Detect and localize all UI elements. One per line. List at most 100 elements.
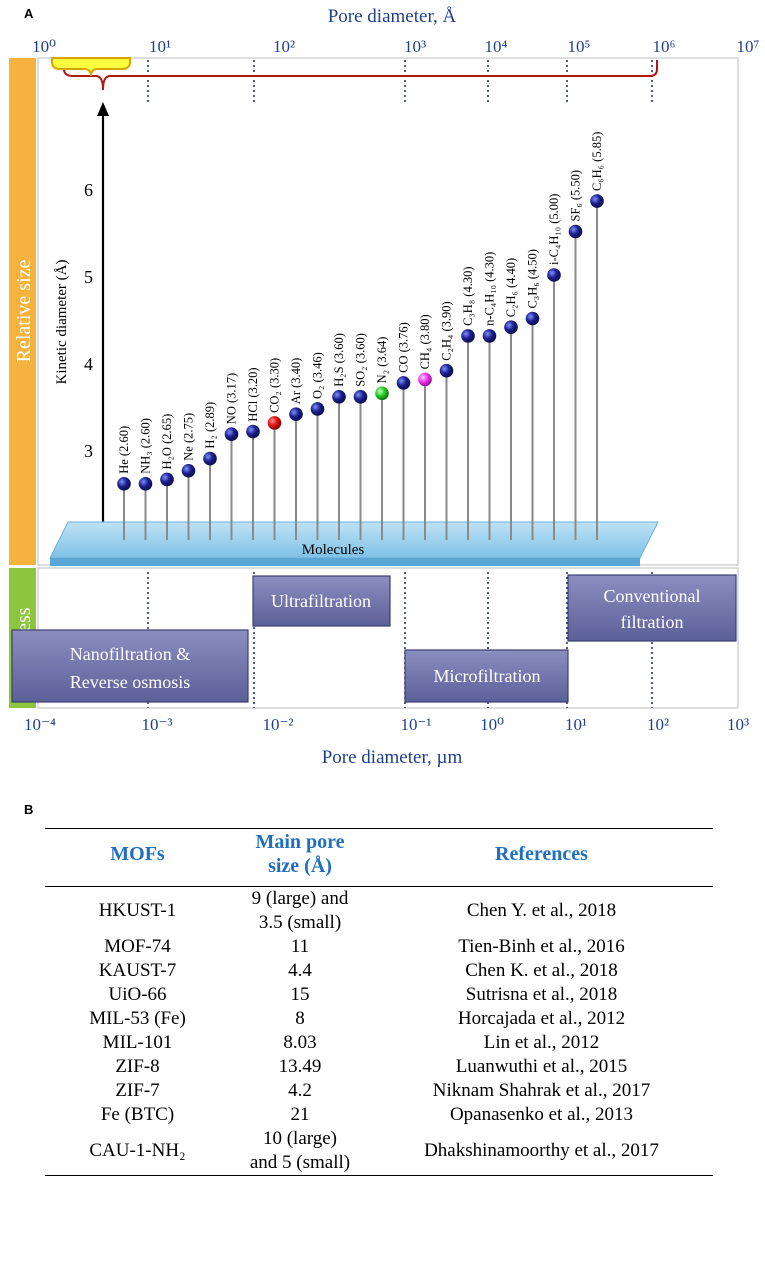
process-box-conventional: Conventional filtration [567, 574, 737, 642]
cell-mof: MOF-74 [104, 936, 171, 957]
molecule-label-c3h8: C₃H₈ (4.30) [461, 266, 475, 325]
molecule-label-sf6: SF₆ (5.50) [569, 170, 583, 222]
table-row: HKUST-1 9 (large) and 3.5 (small) Chen Y. e… [45, 887, 713, 936]
cell-reference: Horcajada et al., 2012 [457, 1008, 626, 1029]
cell-pore-size: 13.49 [230, 1055, 370, 1079]
top-tick: 10⁶ [653, 37, 676, 56]
molecule-ball-n2 [375, 386, 389, 401]
relative-size-bar [9, 58, 36, 565]
bottom-tick: 10³ [727, 715, 749, 734]
table-row: Fe (BTC) 21 Opanasenko et al., 2013 [45, 1103, 713, 1127]
table-row: MIL-101 8.03 Lin et al., 2012 [45, 1031, 713, 1055]
cell-reference: Niknam Shahrak et al., 2017 [432, 1080, 651, 1101]
molecule-label-h2: H₂ (2.89) [203, 402, 217, 449]
molecules-label: Molecules [302, 542, 365, 558]
molecule-ball-c3h6 [525, 311, 540, 326]
molecule-ball-h2 [203, 451, 217, 466]
bottom-tick: 10⁰ [480, 715, 504, 734]
cell-pore-size-line: 4.4 [288, 960, 312, 981]
cell-pore-size: 15 [230, 983, 370, 1007]
cell-reference: Opanasenko et al., 2013 [449, 1104, 634, 1125]
molecule-label-h2o: H₂O (2.65) [160, 414, 174, 470]
top-tick: 10² [273, 37, 295, 56]
molecule-ball-ar [289, 407, 303, 422]
molecule-label-nh3: NH₃ (2.60) [139, 418, 153, 474]
molecule-label-ar: Ar (3.40) [289, 358, 303, 405]
pore-size-chart: Pore diameter, Å 10⁰ 10¹ 10² 10³ 10⁴ 10⁵… [9, 6, 760, 768]
process-text: filtration [621, 612, 684, 632]
cell-mof: ZIF-8 [115, 1056, 160, 1077]
molecule-ball-h2s [332, 390, 346, 404]
cell-pore-size-line: and 5 (small) [249, 1152, 351, 1173]
molecule-label-no: NO (3.17) [225, 373, 239, 424]
cell-pore-size-line: 8.03 [283, 1032, 317, 1053]
header-mofs: MOFs [45, 828, 230, 887]
table-row: UiO-66 15 Sutrisna et al., 2018 [45, 983, 713, 1007]
molecules-platform-edge [50, 558, 640, 566]
top-axis-title: Pore diameter, Å [328, 6, 457, 27]
table-row: MIL-53 (Fe) 8 Horcajada et al., 2012 [45, 1007, 713, 1031]
cell-mof: KAUST-7 [98, 960, 177, 981]
process-text: Microfiltration [434, 666, 541, 686]
table-row: MOF-74 11 Tien-Binh et al., 2016 [45, 935, 713, 959]
molecule-ball-ne [181, 463, 196, 478]
molecule-label-n-c4h10: n-C₄H₁₀ (4.30) [483, 252, 497, 326]
table-row: KAUST-7 4.4 Chen K. et al., 2018 [45, 959, 713, 983]
molecule-label-c3h6: C₃H₆ (4.50) [526, 249, 540, 308]
cell-reference: Sutrisna et al., 2018 [465, 984, 618, 1005]
molecule-ball-c3h8 [461, 329, 475, 343]
process-text: Nanofiltration & [70, 644, 190, 664]
molecule-ball-hcl [246, 424, 260, 439]
table-row: CAU-1-NH₂ 10 (large) and 5 (small) Dhakshin… [45, 1127, 713, 1176]
molecule-label-i-c4h10: i-C₄H₁₀ (5.00) [547, 194, 561, 265]
cell-pore-size-line: 15 [290, 984, 310, 1005]
process-text: Conventional [604, 586, 701, 606]
header-pore-size: Main pore size (Å) [230, 828, 370, 887]
relative-size-label: Relative size [13, 260, 35, 363]
molecule-ball-nh3 [138, 477, 153, 491]
cell-mof: ZIF-7 [115, 1080, 160, 1101]
molecule-label-o2: O₂ (3.46) [311, 352, 325, 399]
y-tick: 3 [84, 441, 93, 461]
table-row: ZIF-8 13.49 Luanwuthi et al., 2015 [45, 1055, 713, 1079]
bottom-axis-title: Pore diameter, µm [322, 747, 463, 768]
cell-reference: Luanwuthi et al., 2015 [455, 1056, 628, 1077]
cell-mof: CAU-1-NH₂ [45, 1127, 230, 1176]
cell-pore-size-line: 11 [290, 936, 310, 957]
molecule-ball-ch4 [418, 372, 432, 387]
y-axis-arrow-icon [97, 102, 109, 116]
molecule-ball-co [396, 376, 411, 390]
cell-mof: UiO-66 [108, 984, 167, 1005]
y-tick: 4 [84, 354, 93, 374]
top-axis-ticks: 10⁰ 10¹ 10² 10³ 10⁴ 10⁵ 10⁶ 10⁷ [32, 37, 759, 56]
process-text: Reverse osmosis [70, 672, 191, 692]
molecule-label-h2s: H₂S (3.60) [332, 333, 346, 387]
molecule-ball-c2h4 [439, 363, 454, 378]
header-pore-line1: Main pore [255, 831, 345, 853]
molecule-series: He (2.60) NH₃ (2.60) H₂O (2.65) Ne (2.75) H₂… [117, 132, 604, 540]
molecule-label-ch4: CH₄ (3.80) [418, 314, 432, 369]
molecule-ball-no [224, 427, 239, 442]
molecule-label-so2: SO₂ (3.60) [354, 333, 368, 387]
molecule-label-ne: Ne (2.75) [182, 413, 196, 461]
header-references: References [370, 828, 713, 887]
process-box-nanofiltration: Nanofiltration & Reverse osmosis [11, 629, 249, 703]
molecule-ball-he [117, 477, 131, 491]
cell-mof: Fe (BTC) [100, 1104, 175, 1125]
molecule-ball-o2 [310, 402, 325, 416]
bottom-tick: 10⁻¹ [400, 715, 431, 734]
molecule-ball-so2 [353, 390, 368, 404]
molecule-ball-co2 [267, 416, 282, 430]
y-axis-title: Kinetic diameter (Å) [54, 260, 70, 385]
molecule-label-co2: CO₂ (3.30) [268, 358, 282, 413]
cell-pore-size-line: 4.2 [288, 1080, 312, 1101]
header-pore-line2: size (Å) [268, 855, 332, 877]
molecule-label-c6h6: C₆H₆ (5.85) [590, 132, 604, 191]
cell-pore-size-line: 21 [290, 1104, 310, 1125]
molecule-ball-c6h6 [590, 194, 604, 208]
top-tick: 10⁰ [32, 37, 56, 56]
cell-mof: MIL-53 (Fe) [89, 1008, 186, 1029]
y-tick: 6 [84, 180, 93, 200]
process-text: Ultrafiltration [271, 591, 371, 611]
table-row: ZIF-7 4.2 Niknam Shahrak et al., 2017 [45, 1079, 713, 1103]
